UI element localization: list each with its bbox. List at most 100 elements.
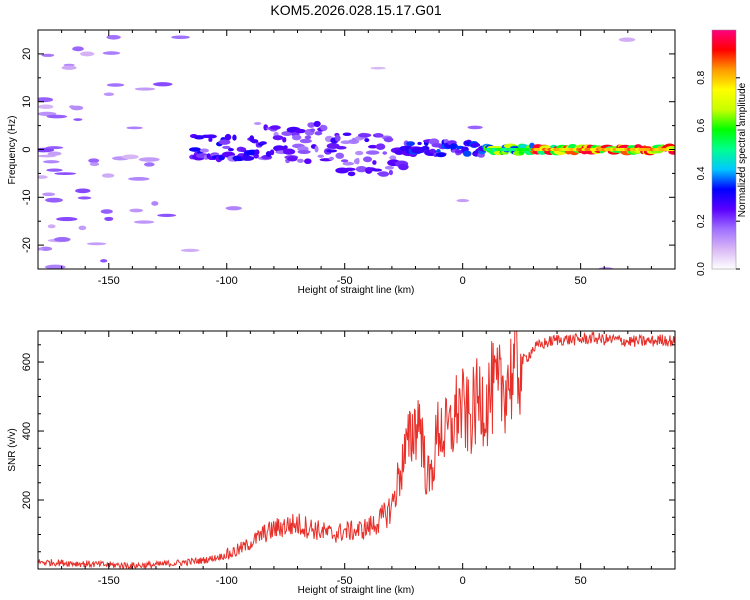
spectrogram-noise-cell — [129, 208, 144, 213]
spectrogram-signal-cell — [253, 153, 259, 159]
spectrogram-noise-cell — [102, 51, 121, 55]
spectrogram-signal-cell — [208, 137, 213, 142]
colorbar-label: Normalized spectral amplitude — [737, 82, 748, 217]
spectrogram-x-ticks: -150 -100 -50 0 50 — [37, 30, 676, 287]
colorbar: 0.0 0.2 0.4 0.6 0.8 Normalized spectral ampl… — [696, 29, 748, 276]
spectrogram-signal-cell — [283, 145, 288, 150]
spectrogram-signal-cell — [462, 150, 472, 157]
spectrogram-noise-cell — [38, 147, 55, 153]
spectrogram-signal-cell — [389, 155, 397, 161]
spectrogram-noise-cell — [45, 146, 64, 150]
spectrogram-signal-cell — [334, 134, 341, 142]
spectrogram-signal-cell — [297, 149, 311, 154]
spectrogram-noise-cell — [38, 104, 54, 109]
spectrogram-signal-cell — [304, 135, 312, 140]
snr-y-label: SNR (v/v) — [7, 428, 18, 471]
spectrogram-signal-cell — [470, 143, 481, 148]
spectrogram-noise-cell — [171, 35, 190, 40]
spectrogram-y-label: Frequency (Hz) — [7, 116, 18, 185]
spectrogram-signal-cell — [394, 150, 405, 155]
spectrogram-signal-cell — [355, 165, 368, 173]
spectrogram-noise-cell — [151, 201, 159, 206]
snr-y-tick-label-1: 400 — [21, 422, 33, 440]
colorbar-tick-label-0: 0.0 — [696, 262, 707, 276]
spectrogram-noise-cell — [38, 154, 56, 158]
spectrogram-x-tick-label-0: -150 — [98, 275, 120, 287]
colorbar-tick-label-1: 0.2 — [696, 214, 707, 228]
spectrogram-noise-cell — [89, 162, 100, 167]
spectrogram-noise-cell — [225, 206, 242, 211]
colorbar-tick-label-4: 0.8 — [696, 70, 707, 84]
spectrogram-noise-cell — [143, 162, 155, 167]
spectrogram-noise-cell — [101, 173, 115, 178]
snr-x-tick-label-0: -150 — [98, 575, 120, 587]
spectrogram-signal-cell — [372, 160, 377, 165]
spectrogram-signal-cell — [222, 145, 231, 149]
spectrogram-y-tick-label-4: 20 — [21, 48, 33, 60]
spectrogram-noise-cell — [467, 125, 483, 130]
snr-panel: -150 -100 -50 0 50 200 400 600 Height of strai… — [7, 330, 676, 596]
spectrogram-y-tick-label-2: 0 — [21, 146, 33, 152]
spectrogram-noise-cell — [47, 151, 62, 156]
spectrogram-noise-cell — [128, 177, 150, 181]
spectrogram-noise-cell — [180, 248, 200, 253]
spectrogram-noise-cell — [134, 87, 156, 91]
snr-x-label: Height of straight line (km) — [298, 585, 415, 596]
spectrogram-signal-cell — [417, 141, 422, 145]
spectrogram-signal-cell — [287, 156, 298, 162]
spectrogram-signal-cell — [291, 134, 302, 141]
spectrogram-signal-cell — [224, 133, 232, 141]
spectrogram-signal-cell — [269, 125, 281, 130]
spectrogram-noise-cell — [78, 225, 87, 231]
spectrogram-noise-cell — [70, 105, 84, 111]
snr-x-tick-label-1: -100 — [216, 575, 238, 587]
spectrogram-signal-cell — [189, 147, 201, 152]
spectrogram-signal-cell — [326, 149, 338, 153]
spectrogram-signal-cell — [254, 149, 260, 155]
spectrogram-signal-cell — [342, 161, 355, 166]
spectrogram-noise-cell — [106, 83, 125, 87]
spectrogram-noise-cell — [100, 259, 108, 263]
spectrogram-signal-cell — [205, 134, 217, 139]
spectrogram-signal-cell — [251, 139, 259, 144]
spectrogram-signal-cell — [314, 131, 323, 136]
spectrogram-signal-cell — [307, 122, 316, 128]
spectrogram-y-ticks: -20 -10 0 10 20 — [21, 29, 675, 270]
spectrogram-signal-cell — [340, 159, 349, 163]
spectrogram-noise-cell — [46, 114, 68, 119]
spectrogram-noise-cell — [133, 220, 155, 224]
spectrogram-signal-cell — [227, 148, 234, 152]
spectrogram-noise-cell — [54, 172, 76, 175]
spectrogram-signal-cell — [374, 133, 383, 137]
snr-x-ticks: -150 -100 -50 0 50 — [37, 331, 676, 587]
spectrogram-noise-cell — [42, 160, 60, 164]
spectrogram-x-tick-label-4: 50 — [575, 275, 587, 287]
colorbar-ticks: 0.0 0.2 0.4 0.6 0.8 — [696, 70, 740, 276]
spectrogram-signal-cell — [429, 148, 436, 154]
spectrogram-noise-cell — [138, 157, 160, 162]
spectrogram-noise-cell — [63, 63, 75, 67]
spectrogram-noise-cell — [38, 97, 54, 103]
spectrogram-signal-cell — [383, 136, 394, 143]
spectrogram-y-tick-label-3: 10 — [21, 96, 33, 108]
spectrogram-noise-cell — [45, 197, 63, 203]
spectrogram-x-tick-label-3: 0 — [460, 275, 466, 287]
spectrogram-signal-cell — [317, 154, 324, 158]
spectrogram-signal-cell — [358, 133, 372, 138]
spectrogram-noise-cell — [75, 188, 91, 194]
spectrogram-signal-cell — [382, 151, 388, 155]
spectrogram-noise-cell — [104, 216, 114, 221]
spectrogram-signal-cell — [435, 152, 447, 158]
spectrogram-noise-cell — [44, 264, 66, 269]
spectrogram-signal-cell — [377, 171, 390, 177]
spectrogram-noise-cell — [41, 53, 55, 57]
snr-x-tick-label-2: -50 — [337, 575, 353, 587]
snr-plot-area — [38, 331, 675, 569]
spectrogram-noise-cell — [106, 34, 121, 40]
spectrogram-signal-cell — [364, 138, 370, 143]
spectrogram-signal-cell — [398, 163, 409, 171]
spectrogram-signal-cell — [328, 156, 335, 161]
spectrogram-signal-cell — [365, 150, 380, 155]
spectrogram-x-tick-label-1: -100 — [216, 275, 238, 287]
